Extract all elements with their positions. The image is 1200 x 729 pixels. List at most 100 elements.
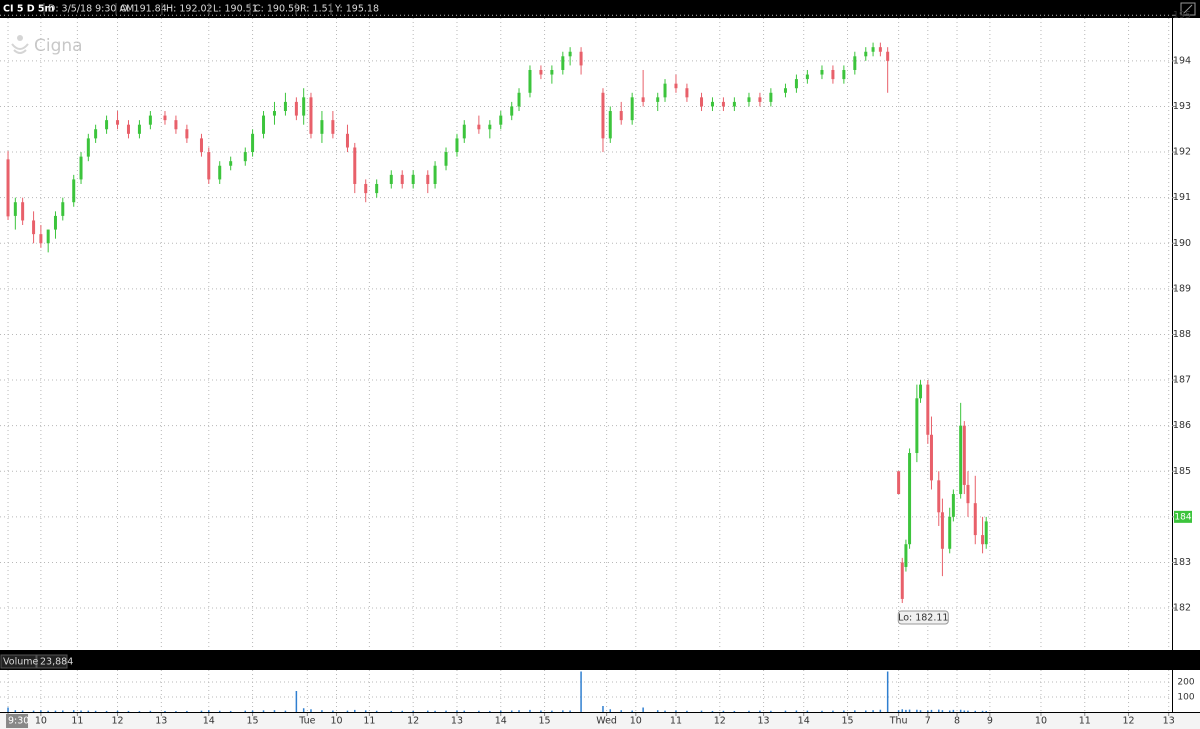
volume-pane [0,670,1172,712]
volume-bar [54,710,57,712]
volume-bar [14,710,17,712]
candle-body [984,521,988,545]
volume-bar [664,710,666,712]
y-tick-label: 183 [1173,557,1191,568]
candle-body [243,152,247,162]
volume-bar [916,709,918,712]
volume-bar [959,709,962,712]
window-button[interactable] [1180,2,1196,16]
candle-body [908,453,912,545]
candle-body [710,101,714,107]
volume-bar [656,710,659,712]
x-tick-label: 11 [71,716,83,727]
candle-body [46,229,50,244]
candle-body [283,101,287,112]
y-tick-label: 185 [1173,466,1191,477]
y-tick-label: 195 [1173,10,1191,21]
x-tick-label: 15 [539,716,551,727]
x-tick-label: 11 [363,716,375,727]
x-tick-label: 15 [247,716,259,727]
candle-body [579,51,583,66]
volume-bar [551,710,553,712]
candle-body [929,434,933,481]
candle-body [262,115,266,134]
x-tick-label: 15 [841,716,853,727]
volume-bar [821,710,823,712]
candle-body [656,97,660,102]
candle-body [608,111,612,139]
y-tick-label: 182 [1173,603,1191,614]
candle-body [926,384,930,435]
volume-bar [540,710,542,712]
candle-body [272,111,276,116]
x-tick-label: 11 [670,716,682,727]
volume-bar [456,710,458,712]
candle-body [886,51,890,61]
candle-body [871,47,875,52]
volume-bar [631,710,633,712]
x-tick-label: Thu [889,716,908,727]
candle-body [601,92,605,139]
volume-bar [967,710,969,712]
candle-body [820,69,824,75]
volume-bar [186,710,188,712]
candle-body [937,480,941,513]
volume-bar [434,710,436,712]
volume-bar [284,710,287,712]
candle-body [630,97,634,121]
candle-body [13,202,17,216]
volume-bar [105,710,108,712]
x-tick-label: 8 [954,716,960,727]
header-item: C: 190.59 [254,4,300,15]
candle-body [488,124,492,130]
volume-total: 23,884 [40,657,73,668]
volume-bar [218,710,221,712]
x-tick-label: 13 [1163,716,1175,727]
candle-body [721,101,725,107]
volume-bar [938,709,940,712]
volume-bar [872,710,874,712]
candle-body [769,92,773,102]
last-price-label: 184 [1174,512,1191,522]
candle-body [433,165,437,184]
candle-body [973,503,977,536]
volume-bar [963,710,966,712]
volume-bar [854,710,856,712]
volume-bar [208,710,210,712]
x-tick-label: 9:30 [8,716,29,727]
volume-bar [412,710,414,712]
volume-bar [445,710,447,712]
volume-bar [843,710,845,712]
candle-body [539,69,543,75]
candle-body [163,115,167,121]
volume-bar [609,709,612,712]
candle-body [302,97,306,116]
x-tick-label: 12 [407,716,419,727]
candle-body [619,111,623,121]
volume-bar [62,710,64,712]
x-tick-label: 10 [330,716,342,727]
x-tick-label: 11 [1079,716,1091,727]
candle-body [21,202,25,221]
volume-bar [806,710,809,712]
candle-body [137,124,141,134]
candle-body [207,152,211,180]
header-item: CI 5 D 5m [3,4,55,15]
candle-body [218,165,222,180]
volume-bar [375,710,378,712]
candle-body [6,159,10,217]
price-axis [1173,18,1200,650]
candle-body [39,234,43,244]
volume-bar [733,710,736,712]
volume-title-box [0,654,37,669]
candle-body [72,179,76,203]
candle-body [411,174,415,184]
volume-bar [364,710,367,712]
candle-body [309,97,313,134]
volume-bar [489,710,491,712]
x-tick-label: 12 [111,716,123,727]
volume-bar [80,710,82,712]
candle-body [53,215,57,230]
volume-bar [602,706,604,712]
